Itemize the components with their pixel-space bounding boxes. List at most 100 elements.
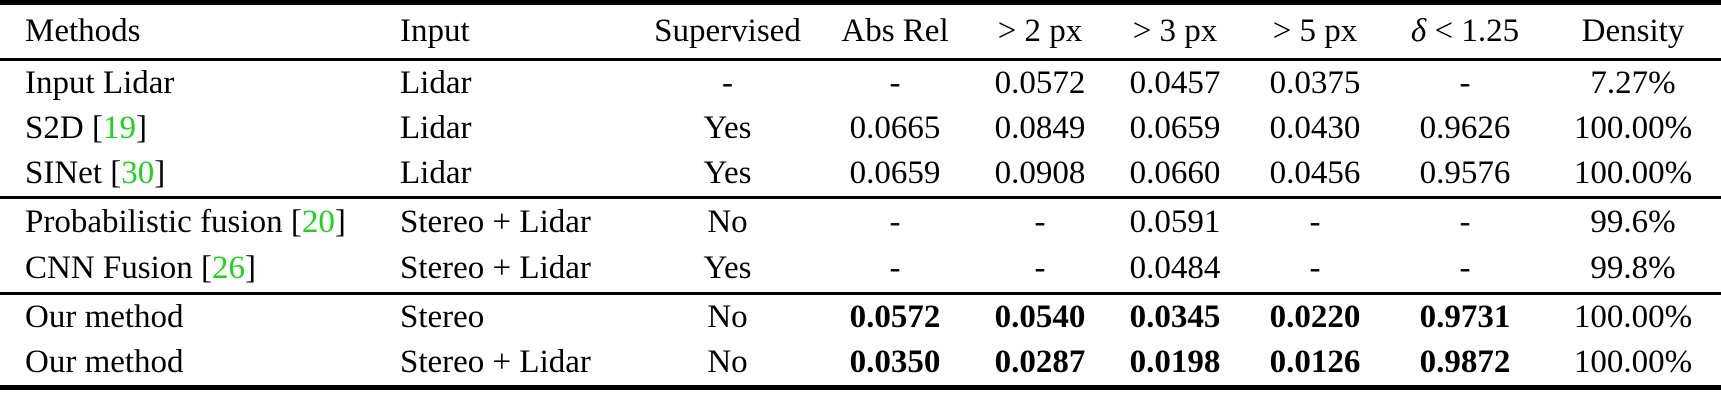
- col-header-gt-5px: > 5 px: [1272, 13, 1358, 49]
- citation-link[interactable]: [19]: [92, 110, 147, 146]
- cell-input: Stereo + Lidar: [400, 344, 591, 381]
- cell-methods: Our method: [0, 294, 400, 341]
- cell-gt-5px: 0.0126: [1269, 344, 1361, 381]
- cell-delta: 0.9731: [1419, 299, 1511, 336]
- cell-supervised: No: [707, 203, 748, 240]
- cell-abs-rel: 0.0572: [849, 299, 941, 336]
- bracket-open: [: [91, 110, 103, 146]
- cell-input: Lidar: [400, 64, 472, 101]
- cell-gt-2px: 0.0572: [994, 64, 1086, 101]
- bracket-open: [: [110, 155, 122, 192]
- col-header-abs-rel: Abs Rel: [841, 13, 949, 49]
- results-table: Methods Input Supervised Abs Rel > 2 px …: [0, 2, 1721, 388]
- bracket-close: ]: [334, 203, 346, 240]
- bracket-close: ]: [154, 155, 166, 192]
- cell-gt-3px: 0.0345: [1129, 299, 1221, 336]
- row-our-method-stereo-lidar: Our method Stereo + Lidar No 0.0350 0.02…: [0, 341, 1721, 388]
- cell-methods: Our method: [0, 341, 400, 388]
- row-our-method-stereo: Our method Stereo No 0.0572 0.0540 0.034…: [0, 294, 1721, 341]
- cell-supervised: Yes: [703, 250, 752, 287]
- bracket-close: ]: [245, 250, 257, 287]
- cell-supervised: No: [707, 344, 748, 381]
- cell-density: 100.00%: [1573, 155, 1693, 192]
- citation-link[interactable]: [30]: [110, 155, 165, 191]
- row-cnn-fusion: CNN Fusion [26] Stereo + Lidar Yes - - 0…: [0, 246, 1721, 294]
- cell-density: 100.00%: [1573, 110, 1693, 146]
- bracket-close: ]: [135, 110, 147, 146]
- cell-gt-2px: 0.0287: [994, 344, 1086, 381]
- cell-gt-3px: 0.0457: [1129, 64, 1221, 101]
- cell-gt-3px: 0.0484: [1129, 250, 1221, 287]
- cell-gt-2px: 0.0908: [994, 155, 1086, 192]
- col-header-input: Input: [400, 13, 470, 49]
- citation-number: 20: [301, 203, 335, 240]
- cell-supervised: No: [707, 299, 748, 336]
- col-header-gt-3px: > 3 px: [1132, 13, 1218, 49]
- method-name: CNN Fusion: [25, 250, 193, 287]
- cell-input: Stereo + Lidar: [400, 203, 591, 240]
- method-name: Our method: [25, 344, 184, 381]
- cell-supervised: Yes: [703, 155, 752, 192]
- cell-density: 7.27%: [1590, 64, 1676, 101]
- col-header-density: Density: [1581, 13, 1685, 49]
- col-header-delta: δ < 1.25: [1385, 3, 1545, 60]
- citation-link[interactable]: [26]: [201, 250, 256, 286]
- cell-gt-5px: 0.0430: [1269, 110, 1361, 146]
- cell-delta: -: [1459, 64, 1471, 101]
- section-our-method: Our method Stereo No 0.0572 0.0540 0.034…: [0, 293, 1721, 388]
- citation-number: 30: [121, 155, 155, 192]
- table-header: Methods Input Supervised Abs Rel > 2 px …: [0, 2, 1721, 60]
- cell-gt-2px: -: [1034, 203, 1046, 240]
- cell-gt-2px: 0.0849: [994, 110, 1086, 146]
- cell-methods: Input Lidar: [0, 60, 400, 106]
- header-row: Methods Input Supervised Abs Rel > 2 px …: [0, 2, 1721, 60]
- cell-gt-2px: 0.0540: [994, 299, 1086, 336]
- cell-abs-rel: -: [889, 64, 901, 101]
- cell-gt-5px: 0.0220: [1269, 299, 1361, 336]
- delta-symbol: δ: [1410, 13, 1427, 49]
- cell-delta: -: [1459, 250, 1471, 287]
- cell-input: Stereo + Lidar: [400, 250, 591, 287]
- cell-density: 99.8%: [1590, 250, 1676, 287]
- cell-gt-2px: -: [1034, 250, 1046, 287]
- section-fusion-baselines: Probabilistic fusion [20] Stereo + Lidar…: [0, 197, 1721, 294]
- citation-number: 26: [212, 250, 246, 287]
- cell-abs-rel: -: [889, 203, 901, 240]
- cell-abs-rel: 0.0350: [849, 344, 941, 381]
- cell-abs-rel: 0.0665: [849, 110, 941, 146]
- cell-input: Stereo: [400, 299, 485, 336]
- method-name: Probabilistic fusion: [25, 203, 283, 240]
- cell-abs-rel: 0.0659: [849, 155, 941, 192]
- bracket-open: [: [290, 203, 302, 240]
- cell-gt-5px: 0.0456: [1269, 155, 1361, 192]
- cell-density: 100.00%: [1573, 299, 1693, 336]
- section-lidar-only: Input Lidar Lidar - - 0.0572 0.0457 0.03…: [0, 60, 1721, 198]
- method-name: SINet: [25, 155, 102, 192]
- cell-density: 100.00%: [1573, 344, 1693, 381]
- row-input-lidar: Input Lidar Lidar - - 0.0572 0.0457 0.03…: [0, 60, 1721, 106]
- cell-methods: CNN Fusion [26]: [0, 246, 400, 294]
- cell-delta: 0.9626: [1419, 110, 1511, 146]
- cell-gt-5px: -: [1309, 250, 1321, 287]
- cell-delta: 0.9872: [1419, 344, 1511, 381]
- cell-supervised: -: [722, 64, 733, 101]
- cell-gt-5px: 0.0375: [1269, 64, 1361, 101]
- row-s2d: S2D [19] Lidar Yes 0.0665 0.0849 0.0659 …: [0, 106, 1721, 152]
- col-header-gt-2px: > 2 px: [997, 13, 1083, 49]
- col-header-methods: Methods: [25, 13, 141, 49]
- row-probabilistic-fusion: Probabilistic fusion [20] Stereo + Lidar…: [0, 198, 1721, 246]
- cell-methods: Probabilistic fusion [20]: [0, 198, 400, 246]
- cell-supervised: Yes: [703, 110, 752, 146]
- col-header-supervised: Supervised: [654, 13, 801, 49]
- cell-methods: SINet [30]: [0, 152, 400, 198]
- cell-gt-5px: -: [1309, 203, 1321, 240]
- cell-gt-3px: 0.0659: [1129, 110, 1221, 146]
- cell-delta: -: [1459, 203, 1471, 240]
- cell-density: 99.6%: [1590, 203, 1676, 240]
- row-sinet: SINet [30] Lidar Yes 0.0659 0.0908 0.066…: [0, 152, 1721, 198]
- cell-delta: 0.9576: [1419, 155, 1511, 192]
- cell-gt-3px: 0.0591: [1129, 203, 1221, 240]
- cell-gt-3px: 0.0198: [1129, 344, 1221, 381]
- citation-link[interactable]: [20]: [291, 204, 346, 240]
- cell-gt-3px: 0.0660: [1129, 155, 1221, 192]
